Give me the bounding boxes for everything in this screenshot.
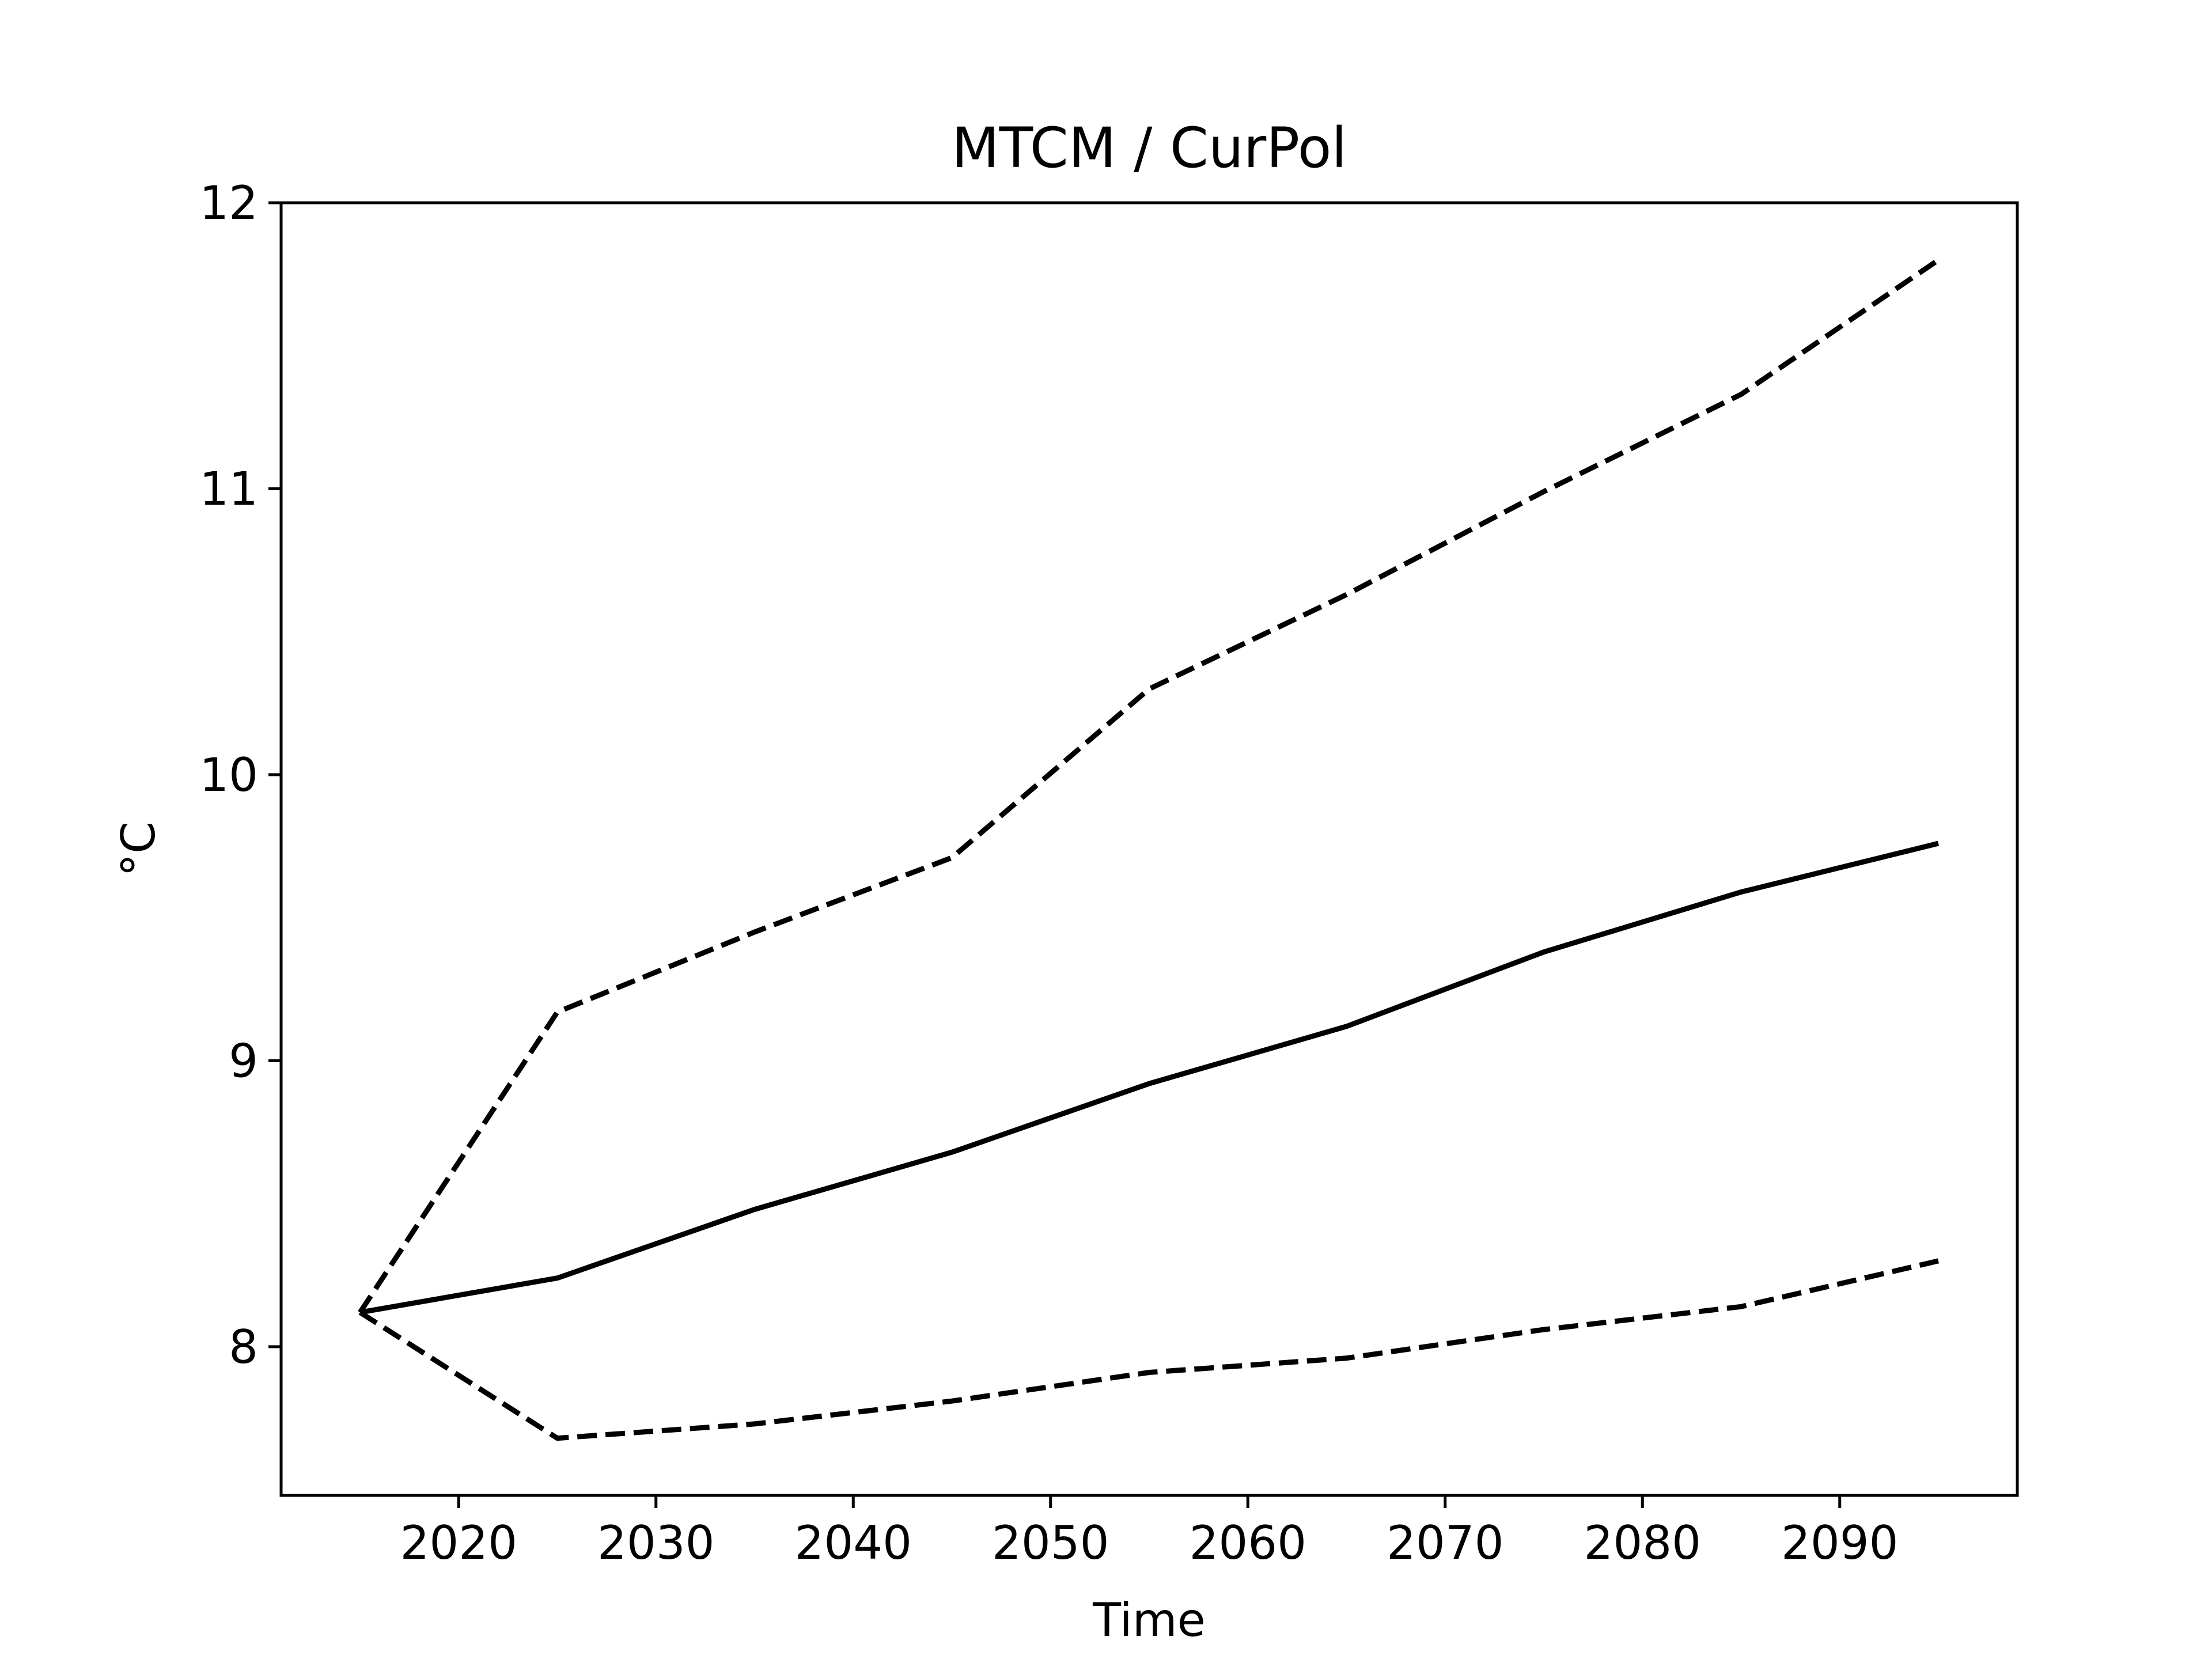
y-tick-label: 8 xyxy=(229,1320,258,1374)
series-line-3 xyxy=(358,1258,1940,1441)
x-tick-label: 2040 xyxy=(794,1516,912,1570)
x-tick-label: 2050 xyxy=(992,1516,1109,1570)
x-tick-label: 2080 xyxy=(1584,1516,1701,1570)
y-tick-label: 11 xyxy=(199,462,258,516)
series-line-2 xyxy=(358,257,1940,1314)
x-tick-label: 2060 xyxy=(1189,1516,1306,1570)
y-axis: 8 9 10 11 12 xyxy=(199,176,281,1374)
plot-lines xyxy=(358,257,1940,1441)
y-tick-label: 12 xyxy=(199,176,258,230)
x-tick-label: 2030 xyxy=(597,1516,715,1570)
y-axis-label: °C xyxy=(112,821,165,877)
y-tick-label: 9 xyxy=(229,1034,258,1088)
y-tick-label: 10 xyxy=(199,748,258,802)
series-line-1 xyxy=(359,840,1940,1315)
plot-frame xyxy=(279,201,2019,1497)
chart-title: MTCM / CurPol xyxy=(952,116,1347,180)
x-tick-label: 2020 xyxy=(400,1516,517,1570)
x-tick-label: 2070 xyxy=(1387,1516,1504,1570)
x-axis: 2020 2030 2040 2050 2060 2070 2080 2090 xyxy=(400,1495,1899,1570)
x-tick-label: 2090 xyxy=(1781,1516,1899,1570)
x-axis-label: Time xyxy=(1092,1593,1206,1647)
